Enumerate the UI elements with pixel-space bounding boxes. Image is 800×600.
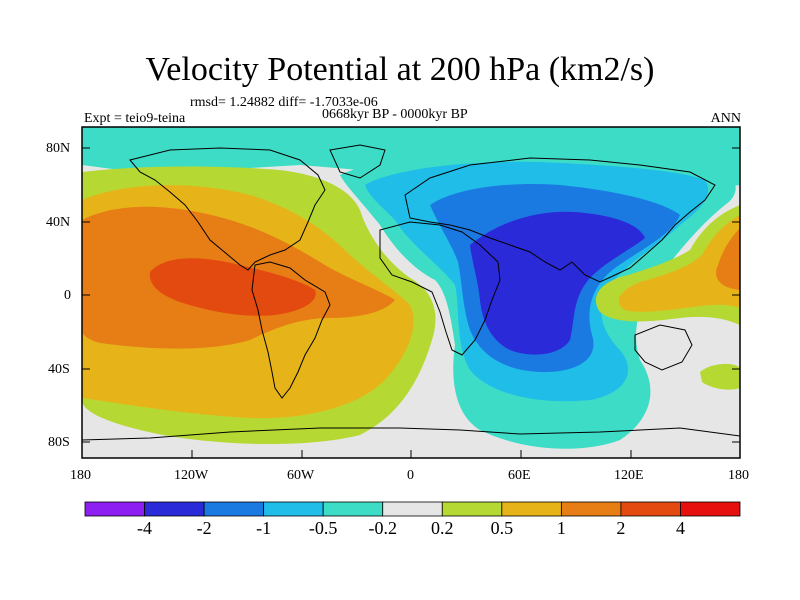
period-label: 0668kyr BP - 0000kyr BP — [322, 107, 468, 122]
colorbar-swatch-7 — [501, 501, 562, 517]
colorbar-label-4: -0.2 — [368, 518, 397, 538]
contour-pos-mid-pacific — [618, 215, 740, 312]
axis-ticks — [81, 147, 741, 458]
coast-eurasia — [404, 157, 716, 283]
colorbar-label-3: -0.5 — [308, 518, 338, 538]
x-label-120w: 120W — [174, 468, 209, 483]
contour-neg-max-east — [470, 211, 645, 355]
coast-north-america — [129, 147, 326, 271]
experiment-label: Expt = teio9-teina — [84, 111, 186, 126]
contour-pos-max-west — [149, 258, 316, 316]
colorbar — [84, 501, 741, 517]
x-label-60w: 60W — [287, 468, 315, 483]
stats-line: rmsd= 1.24882 diff= -1.7033e-06 — [190, 95, 378, 110]
colorbar-swatch-0 — [84, 501, 145, 517]
x-label-0: 0 — [407, 468, 414, 483]
x-label-60e: 60E — [508, 468, 531, 483]
contour-pos-weak-southpacific — [700, 363, 740, 390]
colorbar-label-6: 0.5 — [490, 518, 514, 538]
coast-australia — [634, 324, 693, 371]
colorbar-swatch-10 — [680, 501, 741, 517]
colorbar-label-9: 4 — [675, 518, 685, 538]
colorbar-swatch-9 — [620, 501, 681, 517]
season-label: ANN — [710, 111, 741, 126]
y-label-80n: 80N — [46, 141, 71, 156]
colorbar-label-0: -4 — [137, 518, 153, 538]
colorbar-label-8: 2 — [616, 518, 626, 538]
map-title: Velocity Potential at 200 hPa (km2/s) — [145, 51, 655, 88]
contour-field — [82, 127, 740, 458]
colorbar-swatch-4 — [322, 501, 384, 517]
colorbar-swatch-1 — [144, 501, 205, 517]
colorbar-swatch-5 — [382, 501, 443, 517]
y-label-80s: 80S — [48, 435, 70, 450]
x-label-120e: 120E — [614, 468, 644, 483]
contour-pos-strong-pacific — [716, 228, 740, 290]
y-label-40n: 40N — [46, 215, 71, 230]
y-label-40s: 40S — [48, 362, 70, 377]
colorbar-label-2: -1 — [256, 518, 272, 538]
colorbar-label-5: 0.2 — [431, 518, 454, 538]
colorbar-swatch-6 — [441, 501, 503, 517]
colorbar-swatch-8 — [560, 501, 622, 517]
colorbar-swatch-2 — [203, 501, 265, 517]
colorbar-label-7: 1 — [556, 518, 566, 538]
x-label-180w: 180 — [70, 468, 91, 483]
coast-antarctica — [82, 427, 740, 441]
coastlines — [82, 144, 740, 441]
colorbar-swatch-3 — [263, 501, 324, 517]
colorbar-label-1: -2 — [196, 518, 212, 538]
coast-south-america — [251, 261, 331, 399]
coast-greenland — [329, 144, 386, 179]
y-label-0: 0 — [64, 288, 71, 303]
x-label-180e: 180 — [728, 468, 749, 483]
coast-africa — [379, 221, 501, 356]
